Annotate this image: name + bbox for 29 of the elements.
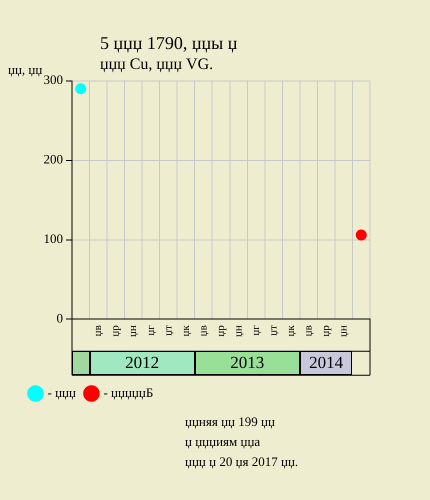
- legend-label: - џџџџџБ: [103, 384, 154, 400]
- y-tick-label: 0: [56, 310, 63, 326]
- text: џ џџџиям џџа: [185, 433, 262, 451]
- x-tick-label: џт: [267, 325, 280, 336]
- x-tick-label: џк: [285, 324, 298, 336]
- x-tick-label: џр: [110, 324, 122, 337]
- x-tick-label: џк: [180, 324, 192, 336]
- x-tick-label: џн: [127, 325, 140, 338]
- chart-title: 5 џџџ 1790, џџы џ џџџ Cu, џџџ VG.: [100, 32, 238, 75]
- y-tick-label: 100: [44, 231, 63, 246]
- y-axis-title: џџ, џџ: [8, 62, 42, 78]
- text: џџняя џџ 199 џџ: [185, 413, 276, 431]
- y-tick-label: 200: [44, 152, 63, 167]
- x-tick-label: џв: [197, 325, 210, 336]
- text: 2013: [194, 351, 300, 376]
- text: 2012: [90, 351, 195, 376]
- x-tick-label: џн: [232, 325, 244, 338]
- legend-label: - џџџ: [48, 384, 76, 400]
- x-tick-label: џн: [338, 325, 350, 338]
- x-tick-label: џр: [320, 324, 332, 337]
- x-tick-label: џр: [214, 324, 227, 337]
- text: 2014: [300, 351, 352, 376]
- x-tick-label: џг: [250, 324, 262, 336]
- x-tick-label: џг: [144, 324, 157, 336]
- text: џџџ џ 20 џя 2017 џџ.: [185, 453, 298, 471]
- y-tick-label: 300: [44, 72, 63, 88]
- x-tick-label: џт: [162, 325, 174, 336]
- x-tick-label: џв: [92, 325, 104, 336]
- x-tick-label: џв: [302, 325, 315, 336]
